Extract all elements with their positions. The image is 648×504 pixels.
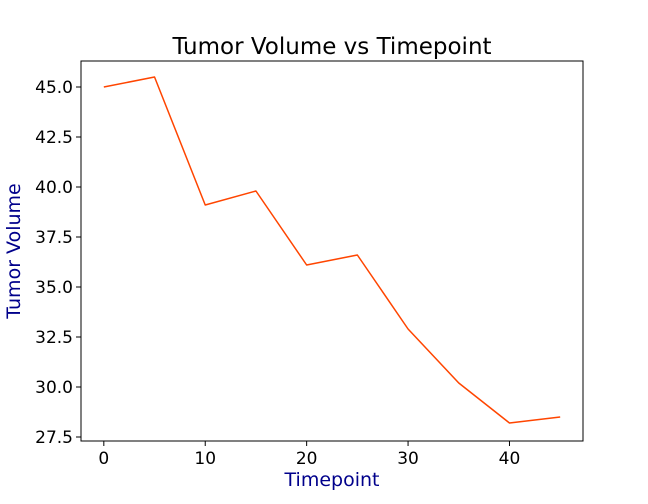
y-tick-label: 32.5 <box>35 328 73 348</box>
y-tick-label: 42.5 <box>35 128 73 148</box>
y-tick-label: 40.0 <box>35 178 73 198</box>
y-tick-label: 30.0 <box>35 378 73 398</box>
y-axis: 27.5 30.0 32.5 35.0 37.5 40.0 42.5 45.0 <box>35 78 81 448</box>
x-tick-label: 40 <box>499 449 521 469</box>
x-tick-label: 10 <box>194 449 216 469</box>
x-tick-label: 30 <box>397 449 419 469</box>
tumor-volume-line <box>103 76 561 424</box>
y-tick-label: 27.5 <box>35 428 73 448</box>
y-tick-label: 45.0 <box>35 78 73 98</box>
chart-title: Tumor Volume vs Timepoint <box>171 34 491 60</box>
y-tick-label: 37.5 <box>35 228 73 248</box>
x-axis: 0 10 20 30 40 <box>98 441 520 469</box>
x-axis-label: Timepoint <box>284 469 380 491</box>
x-tick-label: 20 <box>296 449 318 469</box>
series-layer <box>103 76 561 424</box>
y-axis-label: Tumor Volume <box>3 183 25 319</box>
plot-frame <box>80 60 584 442</box>
y-tick-label: 35.0 <box>35 278 73 298</box>
x-tick-label: 0 <box>98 449 109 469</box>
